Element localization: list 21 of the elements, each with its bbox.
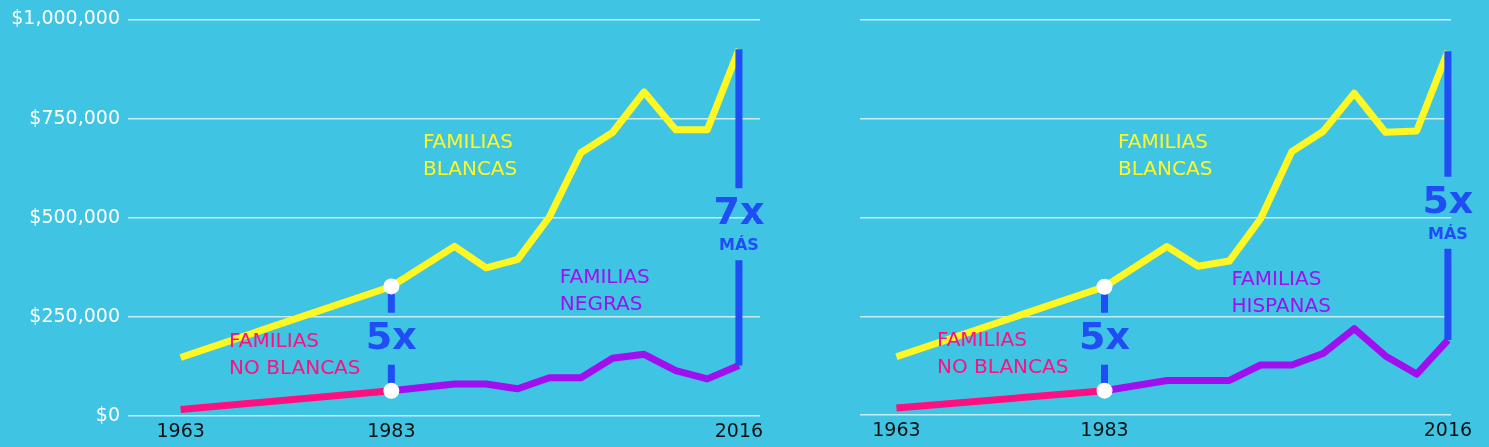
text: FAMILIAS BLANCAS — [422, 128, 518, 180]
annotation: MÁS — [719, 235, 759, 255]
annotation: MÁS — [1427, 223, 1468, 243]
y-tick-label: $1,000,000 — [11, 6, 120, 29]
x-tick-label: 2016 — [1423, 417, 1473, 440]
y-tick-label: $750,000 — [29, 105, 120, 128]
text: FAMILIAS NEGRAS — [559, 263, 650, 315]
text: FAMILIAS BLANCAS — [1118, 128, 1213, 180]
x-tick-label: 1983 — [1080, 417, 1129, 440]
x-tick-label: 1983 — [367, 418, 416, 441]
x-tick-label: 2016 — [714, 418, 764, 441]
x-tick-label: 1963 — [872, 417, 921, 440]
y-tick-label: $250,000 — [29, 303, 120, 326]
y-tick-label: $500,000 — [29, 204, 120, 227]
annotation: 5x — [365, 313, 417, 358]
x-tick-label: 1963 — [156, 418, 205, 441]
annotation: 5x — [1079, 313, 1130, 358]
series-label: FAMILIAS HISPANAS — [1231, 266, 1331, 318]
y-tick-label: $0 — [95, 403, 120, 426]
series-label: FAMILIAS NO BLANCAS — [229, 327, 361, 379]
annotation: 5x — [1422, 177, 1474, 222]
